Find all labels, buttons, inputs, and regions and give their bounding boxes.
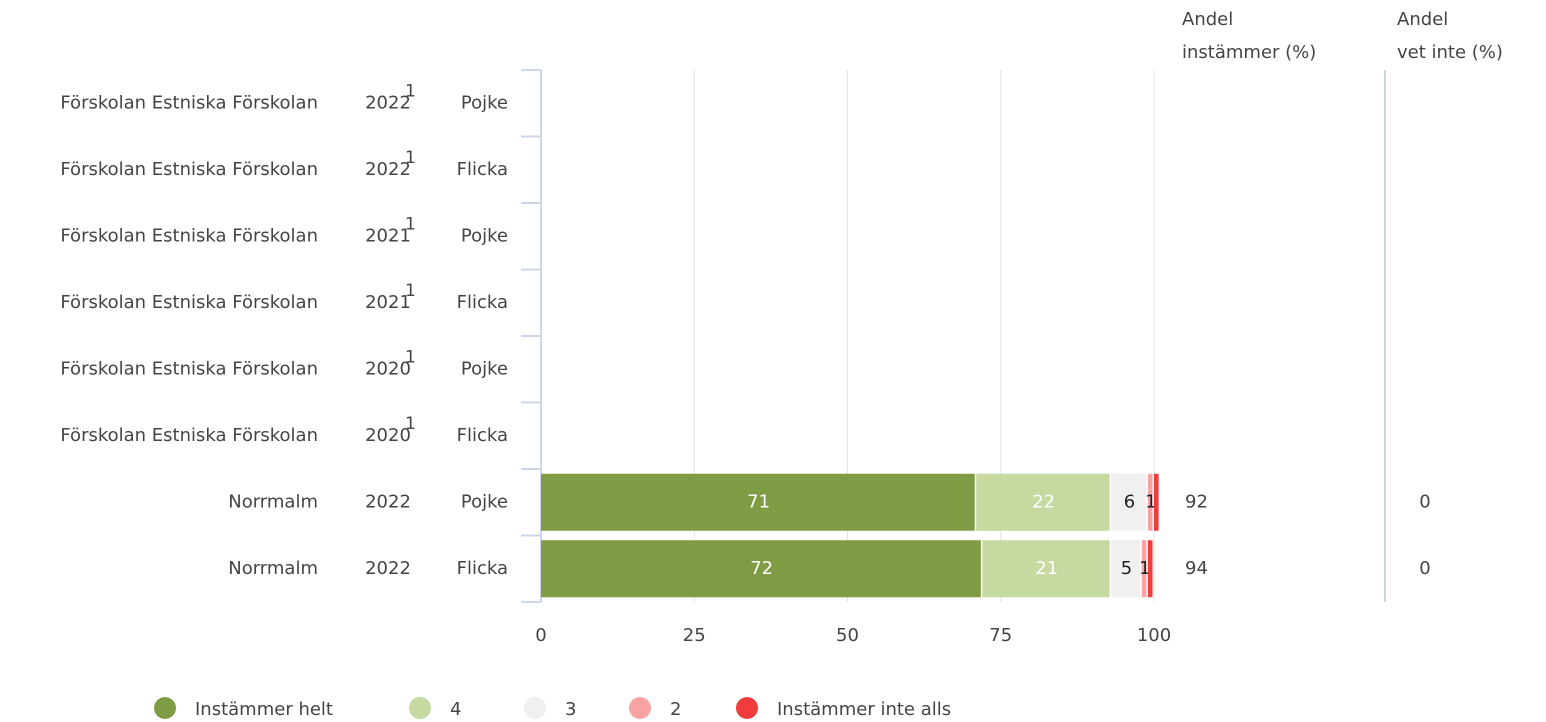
bar-label: 5 [1121,558,1132,579]
legend-label: 4 [450,699,461,720]
column-value: 94 [1185,558,1208,579]
legend-label: 2 [670,699,681,720]
x-tick-label: 100 [1137,625,1171,646]
bar-segment [982,540,1110,598]
bar-segment [1147,473,1153,531]
bar-segment [1111,540,1141,598]
legend-label: 3 [565,699,576,720]
row-group: Pojke [461,358,508,379]
bar-segment [1147,540,1153,598]
bar-label: 21 [1035,558,1058,579]
row-name: Norrmalm [228,491,318,512]
bar-segment [1111,473,1147,531]
row-note: 1 [405,281,416,301]
row-year: 2020 [365,358,411,379]
bar-segment [1154,473,1159,531]
bar-label: 22 [1032,491,1055,512]
row-group: Pojke [461,491,508,512]
row-name: Förskolan Estniska Förskolan [60,159,318,180]
bar-segment [541,473,975,531]
legend-label: Instämmer helt [195,699,333,720]
row-year: 2021 [365,225,411,246]
column-value: 92 [1185,491,1208,512]
column-header: vet inte (%) [1397,42,1503,63]
bar-label: 1 [1145,491,1156,512]
row-group: Flicka [457,292,508,313]
column-header: Andel [1397,9,1448,30]
legend-swatch [524,697,546,719]
row-name: Förskolan Estniska Förskolan [60,425,318,446]
x-tick-label: 75 [989,625,1012,646]
bar-segment [541,540,981,598]
row-name: Förskolan Estniska Förskolan [60,92,318,113]
column-value: 0 [1419,491,1430,512]
row-name: Förskolan Estniska Förskolan [60,225,318,246]
legend-swatch [736,697,758,719]
row-group: Pojke [461,92,508,113]
legend-swatch [154,697,176,719]
row-name: Förskolan Estniska Förskolan [60,358,318,379]
row-group: Pojke [461,225,508,246]
bar-label: 1 [1139,558,1150,579]
column-value: 0 [1419,558,1430,579]
row-name: Norrmalm [228,558,318,579]
legend-swatch [409,697,431,719]
legend-label: Instämmer inte alls [777,699,951,720]
row-note: 1 [405,81,416,101]
x-tick-label: 0 [535,625,546,646]
x-tick-label: 25 [683,625,706,646]
row-note: 1 [405,414,416,434]
row-name: Förskolan Estniska Förskolan [60,292,318,313]
row-group: Flicka [457,425,508,446]
bar-label: 71 [747,491,770,512]
bar-label: 72 [750,558,773,579]
row-year: 2021 [365,292,411,313]
row-group: Flicka [457,159,508,180]
bar-segment [1141,540,1147,598]
row-note: 1 [405,148,416,168]
row-note: 1 [405,347,416,367]
bar-label: 6 [1124,491,1135,512]
column-header: instämmer (%) [1182,42,1316,63]
row-year: 2022 [365,491,411,512]
row-year: 2022 [365,159,411,180]
row-year: 2022 [365,92,411,113]
legend-swatch [629,697,651,719]
row-year: 2020 [365,425,411,446]
bar-segment [976,473,1110,531]
x-tick-label: 50 [836,625,859,646]
row-group: Flicka [457,558,508,579]
column-header: Andel [1182,9,1233,30]
row-note: 1 [405,214,416,234]
row-year: 2022 [365,558,411,579]
